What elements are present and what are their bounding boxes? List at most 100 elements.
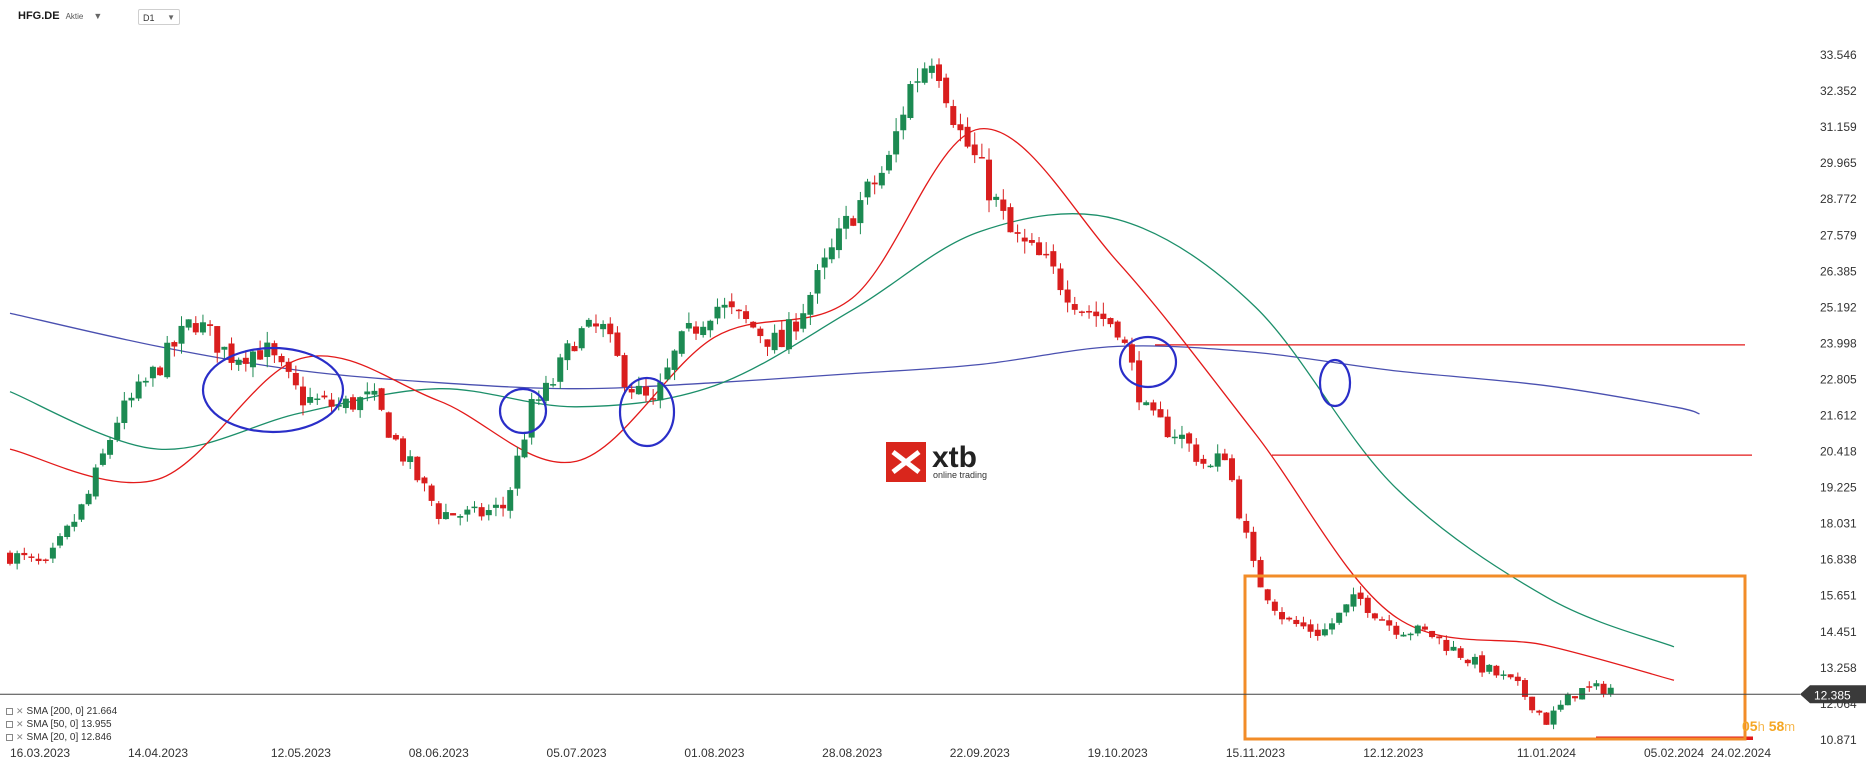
time-tick-label: 12.05.2023 (271, 746, 331, 760)
legend-sma200[interactable]: ✕ SMA [200, 0] 21.664 (6, 705, 117, 718)
candle-body (128, 397, 135, 401)
candle-body (828, 247, 835, 260)
candle-body (914, 81, 921, 83)
candle-body (885, 154, 892, 171)
candle-body (935, 64, 942, 81)
candle-body (1543, 712, 1550, 725)
candle-body (157, 367, 164, 376)
chevron-down-icon[interactable]: ▼ (167, 13, 175, 22)
candle-body (1386, 620, 1393, 626)
price-axis[interactable]: 33.546 32.352 31.159 29.965 28.772 27.579 26.3… (0, 48, 1866, 747)
candle-body (1293, 619, 1300, 625)
candle-body (92, 467, 99, 497)
annotations (201, 335, 1753, 741)
candle-body (1507, 674, 1514, 678)
candle-body (643, 386, 650, 396)
symbol-header[interactable]: HFG.DE Aktie ▼ (18, 10, 102, 22)
candle-body (1000, 199, 1007, 211)
candle-body (1279, 612, 1286, 620)
timeframe-value: D1 (143, 13, 155, 23)
candle-body (957, 124, 964, 131)
candle-body (757, 328, 764, 337)
candle-body (21, 552, 28, 556)
close-icon[interactable]: ✕ (16, 719, 24, 729)
candle-body (793, 321, 800, 332)
candle-body (650, 398, 657, 400)
chevron-down-icon[interactable]: ▼ (93, 11, 103, 21)
candle-body (1007, 207, 1014, 233)
candle-body (1171, 436, 1178, 439)
candle-body (528, 399, 535, 438)
settings-icon[interactable] (6, 734, 13, 741)
symbol-name[interactable]: HFG.DE (18, 10, 60, 22)
time-tick-label: 11.01.2024 (1517, 746, 1576, 760)
candle-body (171, 342, 178, 347)
candle-body (450, 513, 457, 516)
settings-icon[interactable] (6, 721, 13, 728)
candle-body (1264, 589, 1271, 601)
candle-body (242, 357, 249, 364)
candle-body (71, 521, 78, 527)
candle-body (285, 361, 292, 372)
candle-body (35, 558, 42, 562)
candle-body (178, 325, 185, 344)
candle-body (986, 159, 993, 201)
time-axis[interactable]: 16.03.2023 14.04.2023 12.05.2023 08.06.2023… (10, 746, 1771, 760)
legend-sma50[interactable]: ✕ SMA [50, 0] 13.955 (6, 718, 117, 731)
candle-body (557, 357, 564, 382)
candle-body (507, 490, 514, 511)
candle-body (928, 65, 935, 73)
indicator-legend: ✕ SMA [200, 0] 21.664 ✕ SMA [50, 0] 13.9… (6, 705, 117, 744)
instrument-type: Aktie (65, 11, 84, 21)
candle-body (149, 366, 156, 379)
candle-body (464, 509, 471, 515)
highlight-ellipse[interactable] (618, 376, 676, 448)
highlight-ellipse[interactable] (498, 387, 548, 435)
candle-body (1486, 664, 1493, 672)
legend-sma20[interactable]: ✕ SMA [20, 0] 12.846 (6, 731, 117, 744)
candle-body (542, 382, 549, 401)
candle-body (1407, 633, 1414, 636)
candle-body (571, 346, 578, 352)
candle-body (1043, 253, 1050, 256)
highlight-ellipse[interactable] (1318, 358, 1352, 408)
price-tick-label: 22.805 (1820, 372, 1857, 386)
highlight-ellipse[interactable] (201, 346, 345, 434)
consolidation-box[interactable] (1243, 574, 1747, 741)
candle-body (99, 453, 106, 465)
candle-body (700, 326, 707, 336)
candle-body (1178, 434, 1185, 439)
candle-body (657, 382, 664, 401)
candle-body (800, 313, 807, 329)
candle-body (693, 326, 700, 334)
candle-body (207, 324, 214, 326)
candle-body (1514, 676, 1521, 682)
candle-body (142, 380, 149, 383)
close-icon[interactable]: ✕ (16, 706, 24, 716)
candle-body (235, 359, 242, 365)
price-tick-label: 23.998 (1820, 336, 1857, 350)
candle-body (357, 397, 364, 411)
price-tick-label: 31.159 (1820, 120, 1857, 134)
candle-body (1028, 240, 1035, 243)
candle-body (1271, 601, 1278, 611)
highlight-ellipse[interactable] (1118, 335, 1178, 389)
candle-body (392, 434, 399, 440)
time-tick-label: 05.07.2023 (547, 746, 607, 760)
price-tick-label: 15.651 (1820, 589, 1857, 603)
candle-body (1493, 665, 1500, 676)
candle-body (442, 512, 449, 520)
candle-body (821, 257, 828, 268)
close-icon[interactable]: ✕ (16, 732, 24, 742)
candle-body (350, 397, 357, 410)
settings-icon[interactable] (6, 708, 13, 715)
candle-body (1193, 444, 1200, 462)
candle-body (1393, 625, 1400, 635)
price-tick-label: 27.579 (1820, 228, 1857, 242)
candle-body (1350, 594, 1357, 607)
timeframe-select[interactable]: D1 ▼ (138, 9, 180, 25)
candle-body (1050, 251, 1057, 267)
candle-body (1100, 313, 1107, 319)
price-tick-label: 33.546 (1820, 48, 1857, 62)
